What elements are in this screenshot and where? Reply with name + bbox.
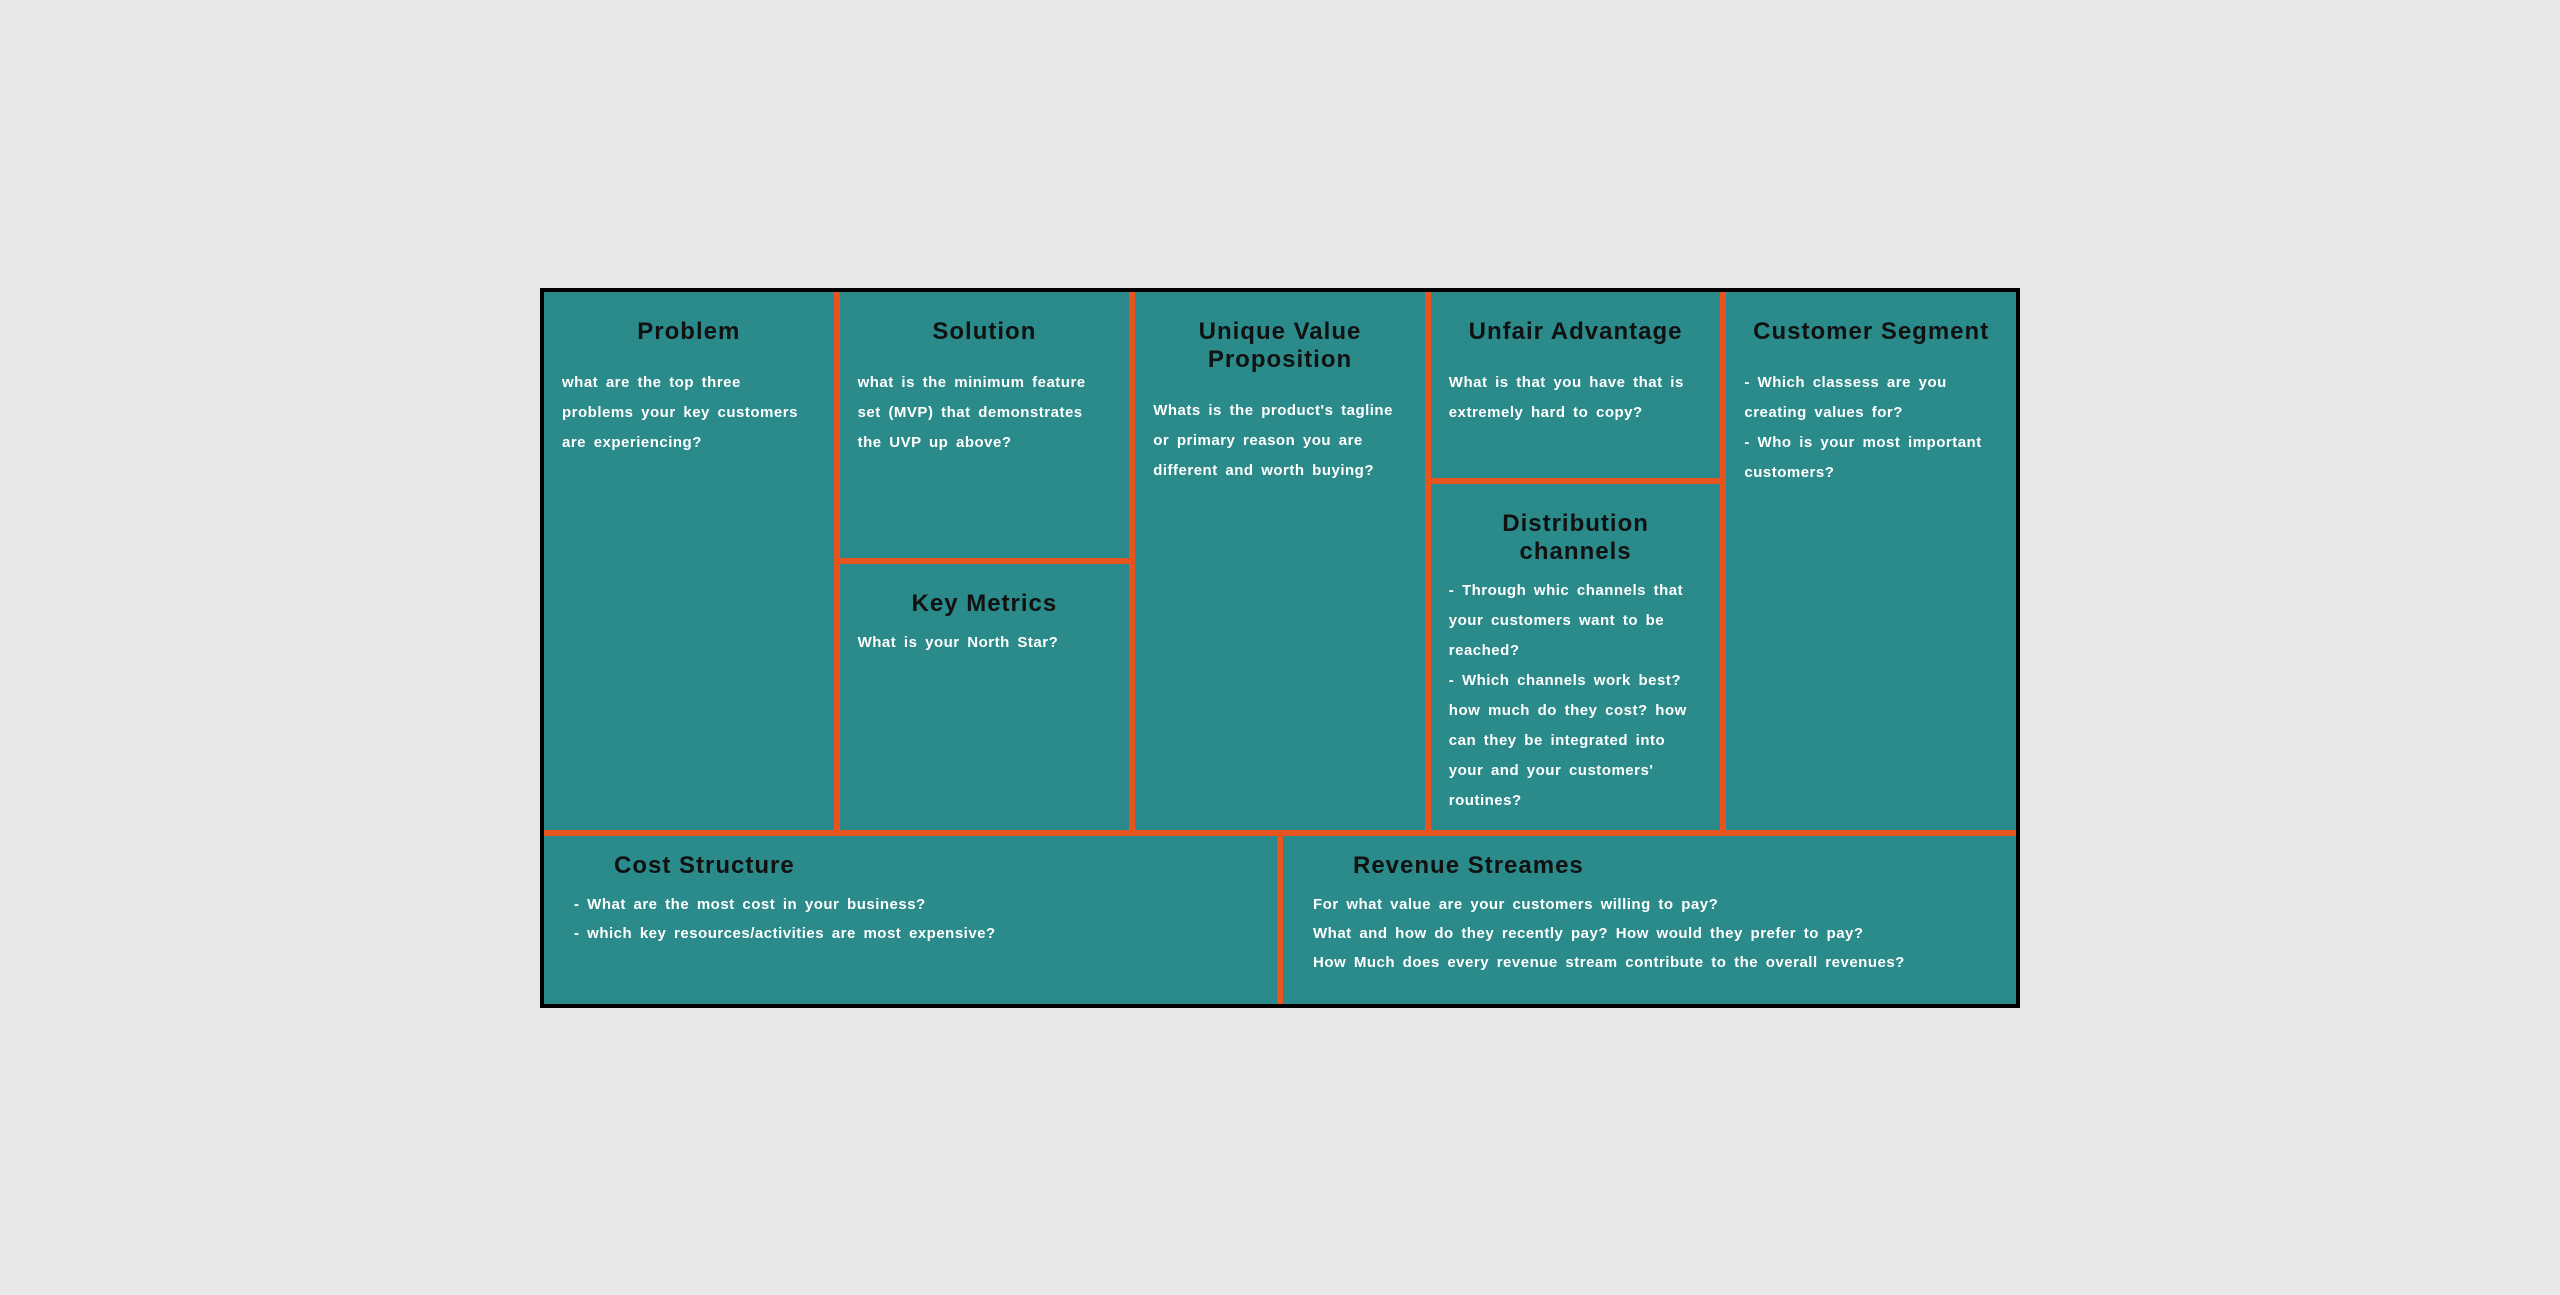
bottom-row: Cost Structure - What are the most cost … — [544, 836, 2016, 1004]
col-solution-metrics: Solution what is the minimum feature set… — [840, 292, 1136, 830]
lean-canvas: Problem what are the top three problems … — [540, 288, 2020, 1008]
unfair-title: Unfair Advantage — [1449, 318, 1703, 346]
segment-title: Customer Segment — [1744, 318, 1998, 346]
cell-unfair-advantage: Unfair Advantage What is that you have t… — [1431, 292, 1721, 484]
channels-body: - Through whic channels that your custom… — [1449, 576, 1703, 816]
cell-uvp: Unique Value Proposition Whats is the pr… — [1135, 292, 1425, 830]
revenue-body: For what value are your customers willin… — [1313, 890, 1986, 978]
cell-revenue-streams: Revenue Streames For what value are your… — [1283, 836, 2016, 1004]
uvp-body: Whats is the product's tagline or primar… — [1153, 396, 1407, 486]
cell-distribution-channels: Distribution channels - Through whic cha… — [1431, 484, 1721, 830]
cell-key-metrics: Key Metrics What is your North Star? — [840, 564, 1130, 830]
cost-title: Cost Structure — [614, 852, 1247, 880]
key-metrics-body: What is your North Star? — [858, 628, 1112, 658]
cell-problem: Problem what are the top three problems … — [544, 292, 834, 830]
col-problem: Problem what are the top three problems … — [544, 292, 840, 830]
solution-title: Solution — [858, 318, 1112, 346]
col-unfair-channels: Unfair Advantage What is that you have t… — [1431, 292, 1727, 830]
problem-title: Problem — [562, 318, 816, 346]
top-row: Problem what are the top three problems … — [544, 292, 2016, 836]
key-metrics-title: Key Metrics — [858, 590, 1112, 618]
unfair-body: What is that you have that is extremely … — [1449, 368, 1703, 428]
cell-solution: Solution what is the minimum feature set… — [840, 292, 1130, 564]
cell-customer-segment: Customer Segment - Which classess are yo… — [1726, 292, 2016, 830]
channels-title: Distribution channels — [1449, 510, 1703, 566]
solution-body: what is the minimum feature set (MVP) th… — [858, 368, 1112, 458]
segment-body: - Which classess are you creating values… — [1744, 368, 1998, 488]
cost-body: - What are the most cost in your busines… — [574, 890, 1247, 949]
cell-cost-structure: Cost Structure - What are the most cost … — [544, 836, 1283, 1004]
col-customer-segment: Customer Segment - Which classess are yo… — [1726, 292, 2016, 830]
col-uvp: Unique Value Proposition Whats is the pr… — [1135, 292, 1431, 830]
uvp-title: Unique Value Proposition — [1153, 318, 1407, 374]
problem-body: what are the top three problems your key… — [562, 368, 816, 458]
revenue-title: Revenue Streames — [1353, 852, 1986, 880]
